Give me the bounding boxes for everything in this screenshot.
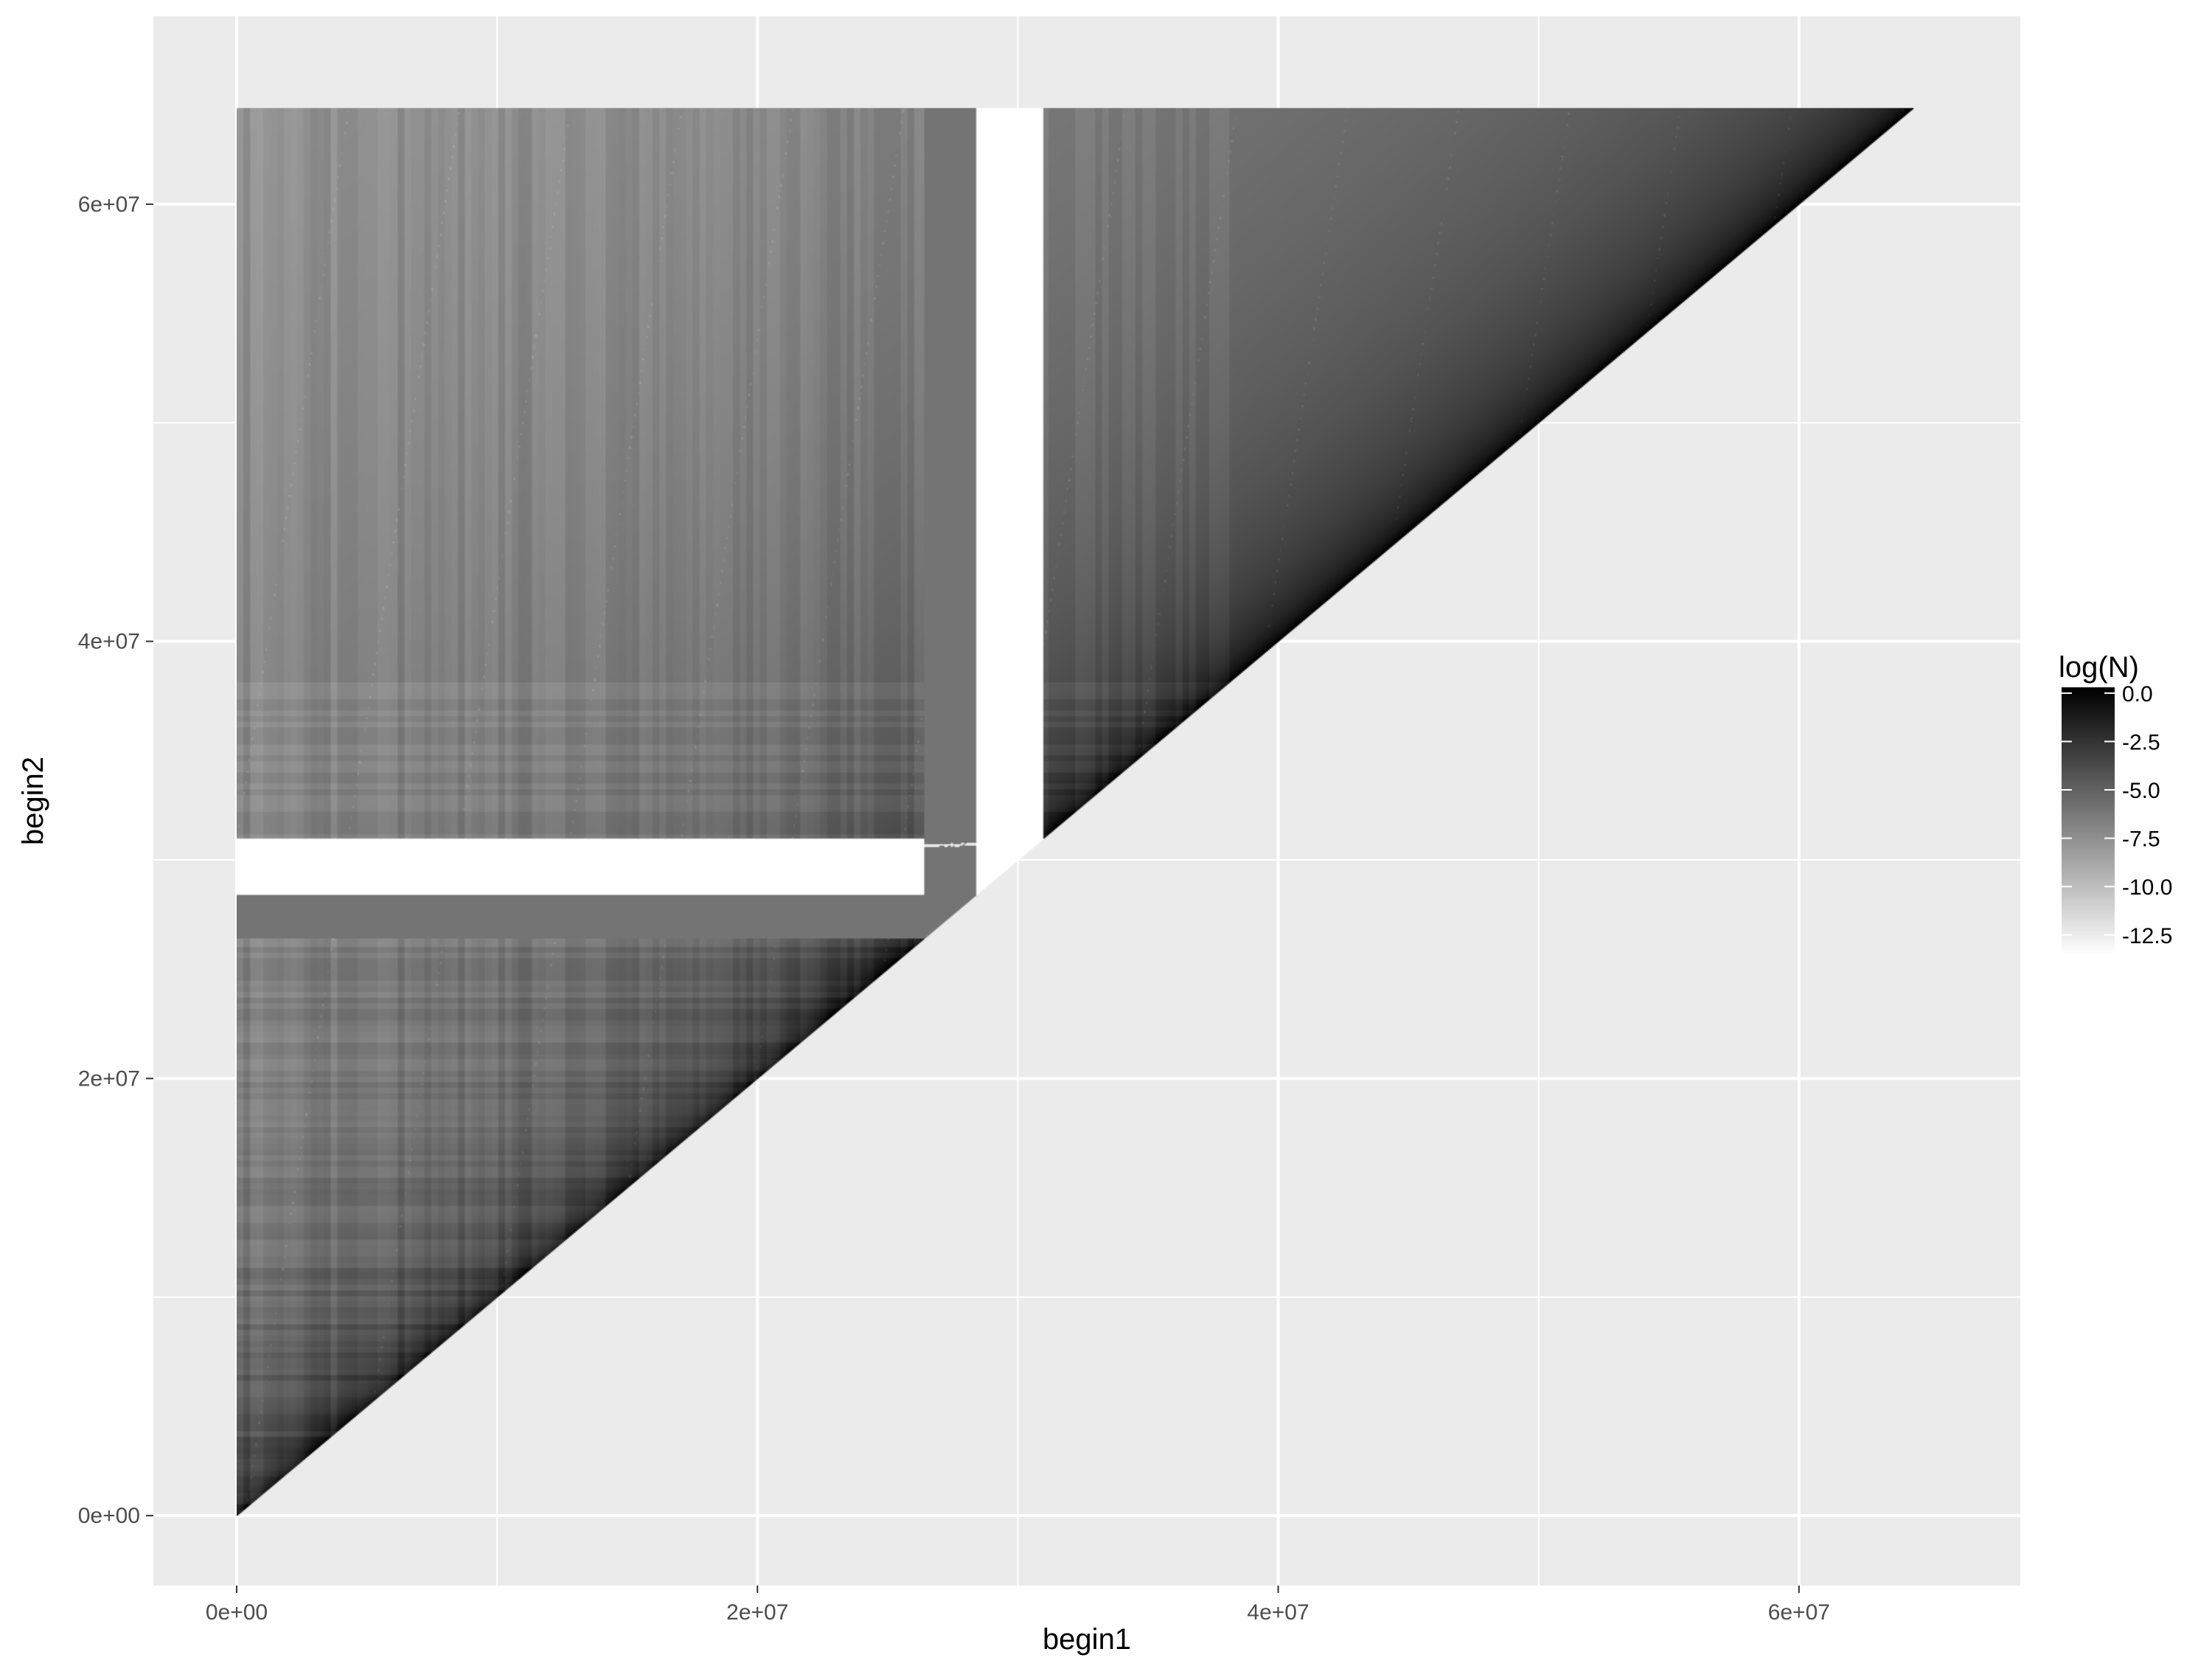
y-tick-label: 6e+07	[78, 192, 140, 217]
y-tick-label: 4e+07	[78, 630, 140, 654]
y-axis: 0e+00 2e+07 4e+07 6e+07	[78, 192, 153, 1528]
legend-tick-label: -12.5	[2122, 924, 2172, 948]
legend-tick-label: -5.0	[2122, 779, 2160, 803]
x-axis-title: begin1	[1043, 1623, 1131, 1656]
y-axis-title: begin2	[17, 757, 49, 845]
legend-title: log(N)	[2059, 651, 2139, 684]
x-tick-label: 4e+07	[1247, 1600, 1309, 1625]
x-tick-label: 6e+07	[1768, 1600, 1830, 1625]
x-axis: 0e+00 2e+07 4e+07 6e+07	[206, 1586, 1830, 1625]
legend-tick-label: 0.0	[2122, 682, 2153, 706]
legend-colorbar	[2062, 687, 2115, 954]
heatmap-image	[237, 108, 1914, 1516]
legend-tick-label: -2.5	[2122, 730, 2160, 754]
x-tick-label: 2e+07	[726, 1600, 788, 1625]
x-tick-label: 0e+00	[206, 1600, 268, 1625]
heatmap-tiles	[237, 108, 1914, 1516]
legend: log(N) 0.0 -2.5 -5.0 -7.5 -10.0 -12.5	[2059, 651, 2172, 954]
y-tick-label: 0e+00	[78, 1504, 140, 1528]
legend-tick-label: -10.0	[2122, 875, 2172, 900]
y-tick-label: 2e+07	[78, 1066, 140, 1091]
legend-tick-label: -7.5	[2122, 827, 2160, 852]
legend-ticks: 0.0 -2.5 -5.0 -7.5 -10.0 -12.5	[2062, 682, 2172, 948]
